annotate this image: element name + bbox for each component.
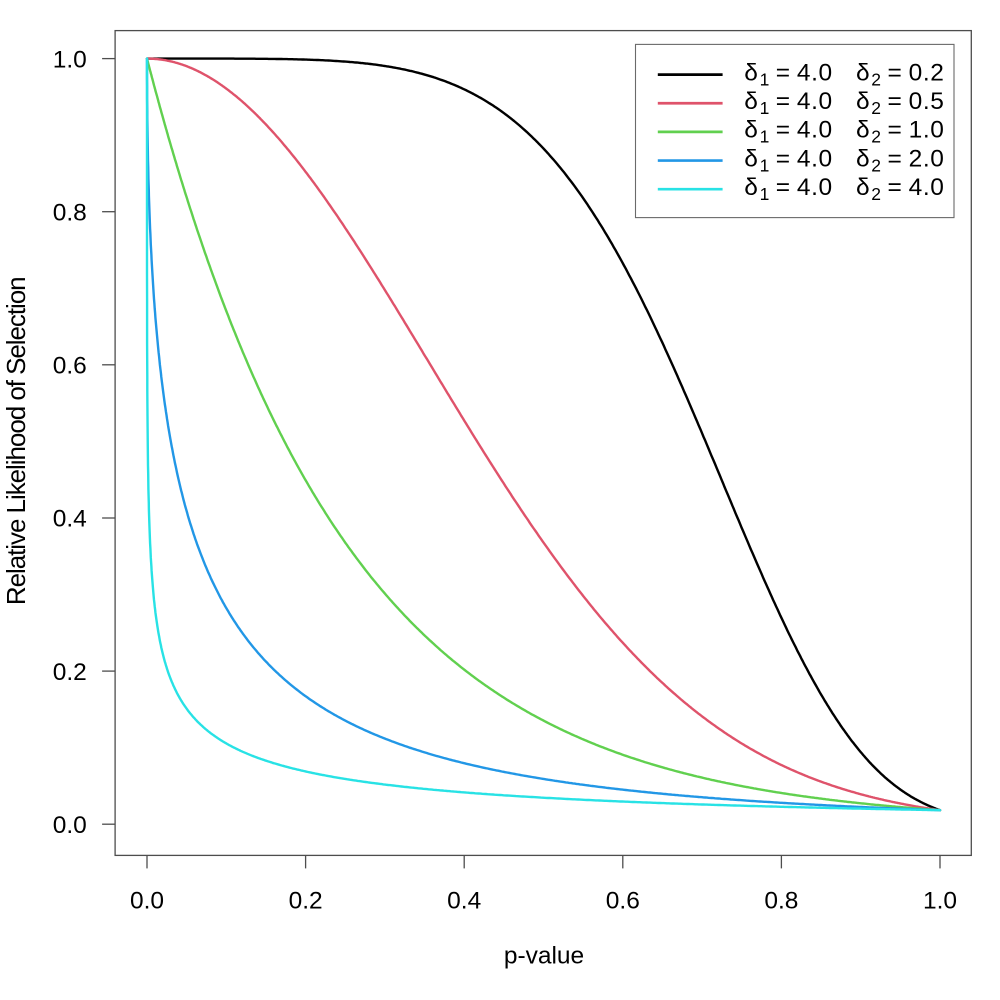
svg-text:=: = bbox=[887, 174, 901, 201]
svg-text:2: 2 bbox=[871, 184, 881, 204]
svg-text:2: 2 bbox=[871, 127, 881, 147]
svg-text:=: = bbox=[776, 117, 790, 144]
svg-text:0.6: 0.6 bbox=[53, 353, 87, 380]
svg-text:δ: δ bbox=[744, 117, 758, 144]
svg-text:=: = bbox=[776, 145, 790, 172]
svg-text:=: = bbox=[887, 88, 901, 115]
svg-text:δ: δ bbox=[744, 174, 758, 201]
svg-text:0.8: 0.8 bbox=[764, 887, 798, 914]
svg-text:δ: δ bbox=[856, 117, 870, 144]
svg-text:1: 1 bbox=[760, 127, 770, 147]
svg-text:2: 2 bbox=[871, 98, 881, 118]
svg-text:0.5: 0.5 bbox=[909, 88, 945, 115]
svg-text:δ: δ bbox=[744, 59, 758, 86]
svg-text:4.0: 4.0 bbox=[797, 174, 833, 201]
svg-text:0.4: 0.4 bbox=[447, 887, 481, 914]
svg-text:1.0: 1.0 bbox=[923, 887, 957, 914]
svg-text:δ: δ bbox=[744, 145, 758, 172]
svg-text:=: = bbox=[776, 88, 790, 115]
svg-text:=: = bbox=[776, 59, 790, 86]
svg-text:1.0: 1.0 bbox=[909, 117, 945, 144]
svg-text:4.0: 4.0 bbox=[797, 88, 833, 115]
svg-text:=: = bbox=[887, 117, 901, 144]
svg-text:2: 2 bbox=[871, 69, 881, 89]
svg-text:2.0: 2.0 bbox=[909, 145, 945, 172]
svg-text:0.4: 0.4 bbox=[53, 506, 87, 533]
svg-text:4.0: 4.0 bbox=[797, 145, 833, 172]
svg-text:δ: δ bbox=[856, 59, 870, 86]
svg-text:4.0: 4.0 bbox=[797, 117, 833, 144]
svg-text:p-value: p-value bbox=[504, 943, 584, 970]
svg-text:0.2: 0.2 bbox=[289, 887, 323, 914]
svg-text:2: 2 bbox=[871, 155, 881, 175]
svg-text:4.0: 4.0 bbox=[909, 174, 945, 201]
svg-text:δ: δ bbox=[856, 174, 870, 201]
svg-text:Relative Likelihood of Selecti: Relative Likelihood of Selection bbox=[1, 277, 31, 605]
svg-text:1: 1 bbox=[760, 98, 770, 118]
svg-text:0.6: 0.6 bbox=[606, 887, 640, 914]
svg-text:δ: δ bbox=[744, 88, 758, 115]
svg-text:δ: δ bbox=[856, 88, 870, 115]
svg-text:4.0: 4.0 bbox=[797, 59, 833, 86]
svg-text:0.2: 0.2 bbox=[909, 59, 945, 86]
svg-text:=: = bbox=[887, 59, 901, 86]
svg-text:δ: δ bbox=[856, 145, 870, 172]
svg-text:1: 1 bbox=[760, 155, 770, 175]
svg-text:0.0: 0.0 bbox=[130, 887, 164, 914]
svg-text:0.8: 0.8 bbox=[53, 199, 87, 226]
svg-text:0.0: 0.0 bbox=[53, 812, 87, 839]
svg-text:=: = bbox=[776, 174, 790, 201]
svg-text:0.2: 0.2 bbox=[53, 659, 87, 686]
svg-text:1: 1 bbox=[760, 184, 770, 204]
svg-text:1: 1 bbox=[760, 69, 770, 89]
svg-text:=: = bbox=[887, 145, 901, 172]
svg-text:1.0: 1.0 bbox=[53, 46, 87, 73]
